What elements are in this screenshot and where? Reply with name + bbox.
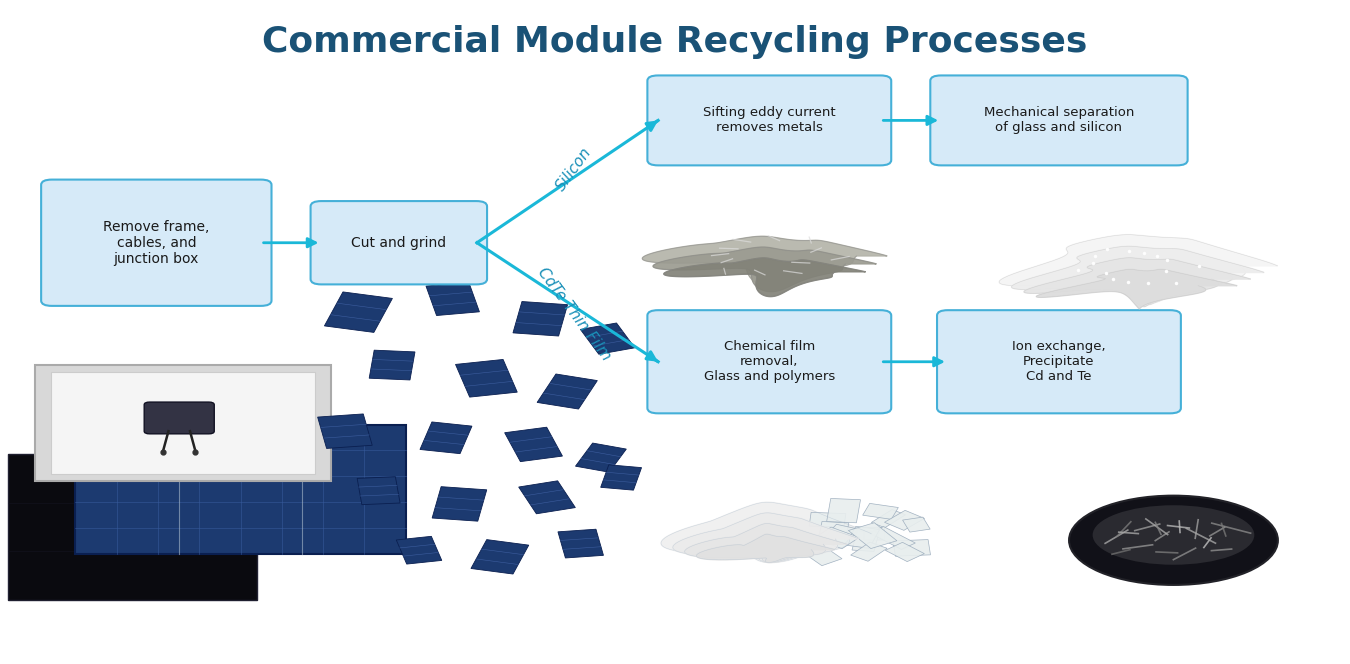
FancyBboxPatch shape [144,402,215,434]
Polygon shape [397,537,441,564]
Polygon shape [653,247,876,291]
Text: Commercial Module Recycling Processes: Commercial Module Recycling Processes [262,25,1088,58]
Polygon shape [601,465,641,490]
Polygon shape [672,513,859,562]
Polygon shape [558,529,603,558]
Polygon shape [643,236,887,287]
Polygon shape [892,540,930,556]
Polygon shape [863,503,898,519]
FancyBboxPatch shape [310,201,487,284]
FancyBboxPatch shape [930,76,1188,165]
FancyBboxPatch shape [648,310,891,413]
Polygon shape [684,523,846,562]
Text: Cut and grind: Cut and grind [351,236,447,250]
Polygon shape [697,534,834,562]
Ellipse shape [1092,505,1254,565]
Polygon shape [537,374,597,409]
Polygon shape [575,443,626,472]
Text: Chemical film
removal,
Glass and polymers: Chemical film removal, Glass and polymer… [703,340,834,383]
Polygon shape [903,517,930,532]
Polygon shape [1011,246,1264,305]
FancyBboxPatch shape [51,372,316,474]
FancyBboxPatch shape [937,310,1181,413]
Polygon shape [455,359,517,397]
Polygon shape [471,540,529,574]
Polygon shape [369,350,414,380]
Polygon shape [884,511,925,531]
Polygon shape [814,527,859,548]
Polygon shape [427,282,479,315]
FancyBboxPatch shape [8,454,258,600]
FancyBboxPatch shape [35,365,332,481]
Polygon shape [845,527,880,548]
Polygon shape [317,414,373,448]
Polygon shape [848,523,896,548]
Polygon shape [809,513,846,527]
Polygon shape [798,542,842,566]
Polygon shape [871,509,906,528]
FancyBboxPatch shape [40,179,271,306]
Polygon shape [662,502,871,562]
Polygon shape [432,487,487,521]
Polygon shape [324,292,393,333]
Ellipse shape [1069,495,1278,585]
Polygon shape [886,542,925,562]
Polygon shape [869,527,915,549]
Polygon shape [518,481,575,514]
Text: Mechanical separation
of glass and silicon: Mechanical separation of glass and silic… [984,106,1134,134]
FancyBboxPatch shape [648,76,891,165]
Polygon shape [1025,258,1250,307]
Polygon shape [999,234,1277,303]
Text: Ion exchange,
Precipitate
Cd and Te: Ion exchange, Precipitate Cd and Te [1012,340,1106,383]
Polygon shape [1037,270,1237,309]
Polygon shape [358,477,400,505]
Polygon shape [852,531,879,551]
Text: Silicon: Silicon [554,145,595,194]
Polygon shape [420,422,472,454]
FancyBboxPatch shape [76,424,405,554]
Polygon shape [864,527,884,540]
Polygon shape [580,323,634,354]
Polygon shape [850,542,887,561]
Polygon shape [818,521,849,544]
Text: Sifting eddy current
removes metals: Sifting eddy current removes metals [703,106,836,134]
Polygon shape [826,499,860,523]
Polygon shape [505,427,563,461]
Text: Remove frame,
cables, and
junction box: Remove frame, cables, and junction box [103,220,209,266]
Polygon shape [664,258,865,297]
Polygon shape [822,525,859,544]
Text: CdTe Thin Film: CdTe Thin Film [535,265,614,363]
Polygon shape [513,301,567,336]
